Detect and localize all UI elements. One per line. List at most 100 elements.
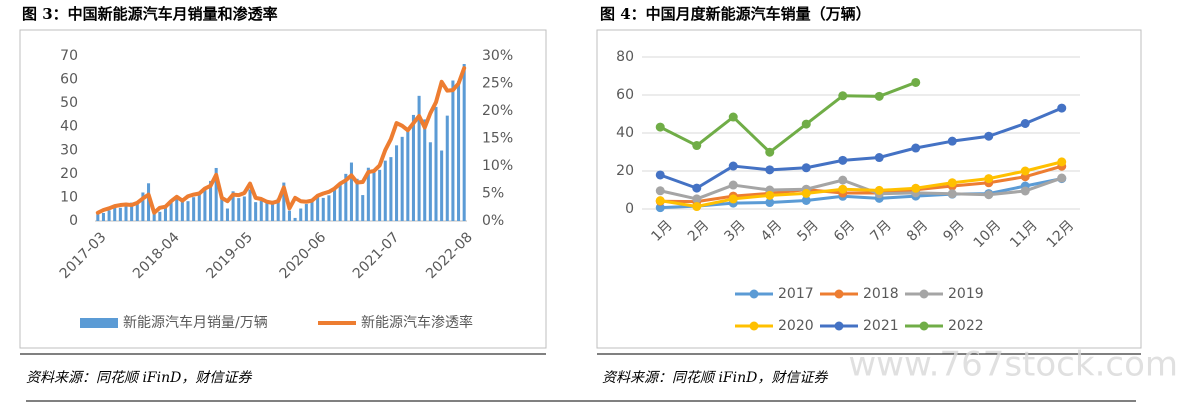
bar bbox=[287, 210, 291, 221]
bar bbox=[299, 208, 303, 221]
marker bbox=[801, 119, 811, 129]
bar bbox=[107, 210, 111, 221]
bar bbox=[158, 211, 162, 221]
bar bbox=[113, 205, 117, 221]
x-tick-label: 7月 bbox=[867, 217, 895, 245]
bar bbox=[254, 202, 258, 221]
x-tick-label: 5月 bbox=[794, 217, 822, 245]
line-series bbox=[658, 164, 1064, 204]
marker bbox=[911, 143, 921, 153]
marker bbox=[728, 112, 738, 122]
marker bbox=[692, 194, 702, 204]
x-tick-label: 4月 bbox=[758, 217, 786, 245]
x-tick-label: 2021-07 bbox=[350, 229, 403, 282]
bar bbox=[293, 217, 297, 221]
y2-tick-label: 5% bbox=[482, 186, 504, 202]
y-tick-label: 0 bbox=[69, 213, 78, 229]
bar bbox=[163, 204, 167, 221]
legend-label: 2021 bbox=[863, 318, 899, 334]
chart-frame bbox=[596, 29, 1142, 349]
bar bbox=[462, 64, 466, 221]
bar bbox=[169, 201, 173, 221]
x-tick-label: 2月 bbox=[685, 217, 713, 245]
bar bbox=[378, 169, 382, 221]
bar bbox=[389, 157, 393, 221]
marker bbox=[911, 183, 921, 193]
bar bbox=[124, 204, 128, 221]
bar bbox=[271, 203, 275, 221]
y-tick-label: 30 bbox=[60, 142, 78, 158]
bar bbox=[428, 142, 432, 221]
marker bbox=[765, 147, 775, 157]
y-tick-label: 20 bbox=[616, 163, 634, 179]
x-tick-label: 8月 bbox=[904, 217, 932, 245]
bar bbox=[395, 145, 399, 221]
legend-marker bbox=[834, 321, 844, 331]
marker bbox=[655, 203, 665, 213]
legend-label: 新能源汽车月销量/万辆 bbox=[123, 314, 268, 331]
bar bbox=[457, 81, 461, 221]
x-tick-label: 1月 bbox=[648, 217, 676, 245]
bar bbox=[209, 180, 213, 221]
bar bbox=[282, 182, 286, 221]
legend-label: 2022 bbox=[948, 318, 984, 334]
legend-label: 2018 bbox=[863, 286, 899, 302]
y-tick-label: 40 bbox=[616, 125, 634, 141]
legend-marker bbox=[749, 289, 759, 299]
marker bbox=[692, 183, 702, 193]
marker bbox=[947, 178, 957, 188]
marker bbox=[1020, 186, 1030, 196]
bar bbox=[417, 95, 421, 221]
bar bbox=[400, 136, 404, 221]
marker bbox=[1020, 119, 1030, 128]
bar bbox=[192, 197, 196, 221]
line-series bbox=[658, 176, 1064, 201]
marker bbox=[801, 188, 811, 198]
marker bbox=[838, 175, 848, 185]
bar bbox=[175, 196, 179, 221]
bar bbox=[440, 150, 444, 221]
x-tick-label: 2022-08 bbox=[423, 229, 476, 282]
marker bbox=[947, 136, 957, 146]
bar bbox=[259, 200, 263, 221]
bar bbox=[118, 207, 122, 221]
y-tick-label: 60 bbox=[616, 87, 634, 103]
bar bbox=[231, 191, 235, 221]
marker bbox=[984, 190, 994, 200]
legend-label: 新能源汽车渗透率 bbox=[361, 314, 473, 331]
marker bbox=[1057, 157, 1067, 167]
marker bbox=[874, 153, 884, 163]
bar bbox=[130, 202, 134, 221]
bar bbox=[338, 183, 342, 221]
bar bbox=[214, 167, 218, 221]
marker bbox=[655, 170, 665, 180]
legend-label: 2020 bbox=[778, 318, 814, 334]
x-tick-label: 11月 bbox=[1007, 217, 1041, 251]
bar bbox=[366, 167, 370, 221]
marker bbox=[1057, 173, 1067, 183]
bar bbox=[304, 204, 308, 221]
chart-title: 图 4：中国月度新能源汽车销量（万辆） bbox=[600, 5, 871, 23]
bar bbox=[225, 208, 229, 221]
y-tick-label: 60 bbox=[60, 72, 78, 88]
bar bbox=[237, 198, 241, 221]
legend-marker bbox=[919, 289, 929, 299]
marker bbox=[765, 190, 775, 200]
y2-tick-label: 10% bbox=[482, 158, 513, 174]
bar bbox=[434, 106, 438, 221]
marker bbox=[874, 91, 884, 101]
marker bbox=[838, 155, 848, 165]
y2-tick-label: 25% bbox=[482, 76, 513, 92]
bar bbox=[186, 201, 190, 221]
bar bbox=[406, 130, 410, 221]
y2-tick-label: 15% bbox=[482, 131, 513, 147]
bar bbox=[327, 195, 331, 221]
bar bbox=[355, 178, 359, 221]
marker bbox=[655, 122, 665, 132]
legend-marker bbox=[834, 289, 844, 299]
marker bbox=[984, 174, 994, 184]
marker bbox=[874, 185, 884, 195]
y-tick-label: 0 bbox=[625, 201, 634, 217]
marker bbox=[1020, 166, 1030, 176]
x-tick-label: 12月 bbox=[1044, 217, 1078, 251]
